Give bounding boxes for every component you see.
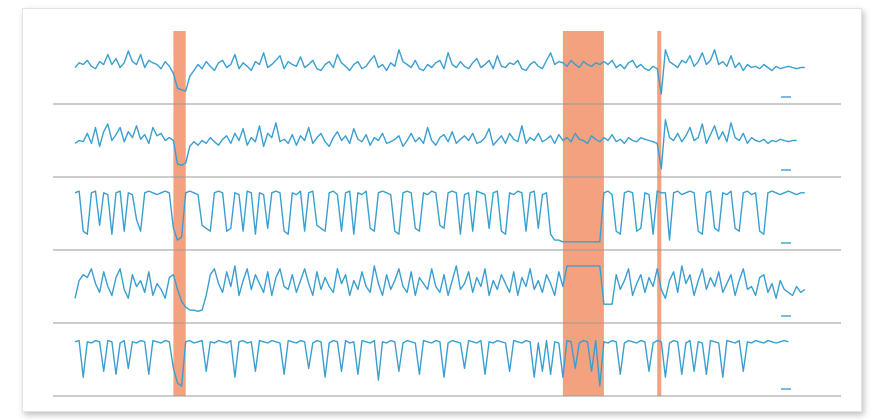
highlight-band-1: [173, 31, 186, 396]
stacked-signal-chart: [53, 31, 841, 397]
highlight-layer: [173, 31, 662, 396]
series-line-4: [74, 265, 806, 312]
series-line-5: [74, 339, 789, 387]
series-line-2: [74, 119, 797, 170]
series-line-3: [74, 190, 805, 243]
series-line-layer: [74, 49, 806, 387]
panel-divider-layer: [53, 103, 841, 397]
highlight-band-3: [657, 31, 662, 396]
highlight-band-2: [562, 31, 604, 396]
legend-layer: [781, 96, 791, 390]
series-line-1: [74, 49, 805, 95]
chart-card: [22, 8, 862, 412]
